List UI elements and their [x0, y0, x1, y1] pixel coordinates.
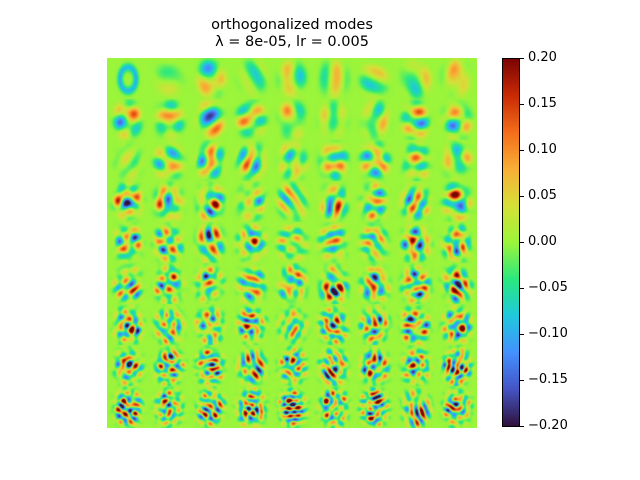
colorbar-tick-label: −0.20 [528, 418, 568, 433]
colorbar-tick [520, 288, 524, 289]
colorbar-tick-label: 0.05 [528, 188, 557, 203]
colorbar [502, 58, 520, 427]
colorbar-tick-label: −0.05 [528, 280, 568, 295]
colorbar-tick [520, 242, 524, 243]
colorbar-tick-label: −0.10 [528, 326, 568, 341]
colorbar-tick [520, 150, 524, 151]
colorbar-tick [520, 426, 524, 427]
colorbar-tick-label: 0.15 [528, 96, 557, 111]
colorbar-tick [520, 196, 524, 197]
chart-subtitle: λ = 8e-05, lr = 0.005 [215, 34, 369, 50]
colorbar-tick-label: −0.15 [528, 372, 568, 387]
colorbar-tick [520, 58, 524, 59]
colorbar-tick [520, 334, 524, 335]
colorbar-tick-label: 0.10 [528, 142, 557, 157]
colorbar-tick-label: 0.20 [528, 50, 557, 65]
chart-title: orthogonalized modes [211, 17, 373, 33]
colorbar-tick [520, 380, 524, 381]
colorbar-tick-label: 0.00 [528, 234, 557, 249]
modes-grid-image [107, 58, 477, 428]
colorbar-tick [520, 104, 524, 105]
